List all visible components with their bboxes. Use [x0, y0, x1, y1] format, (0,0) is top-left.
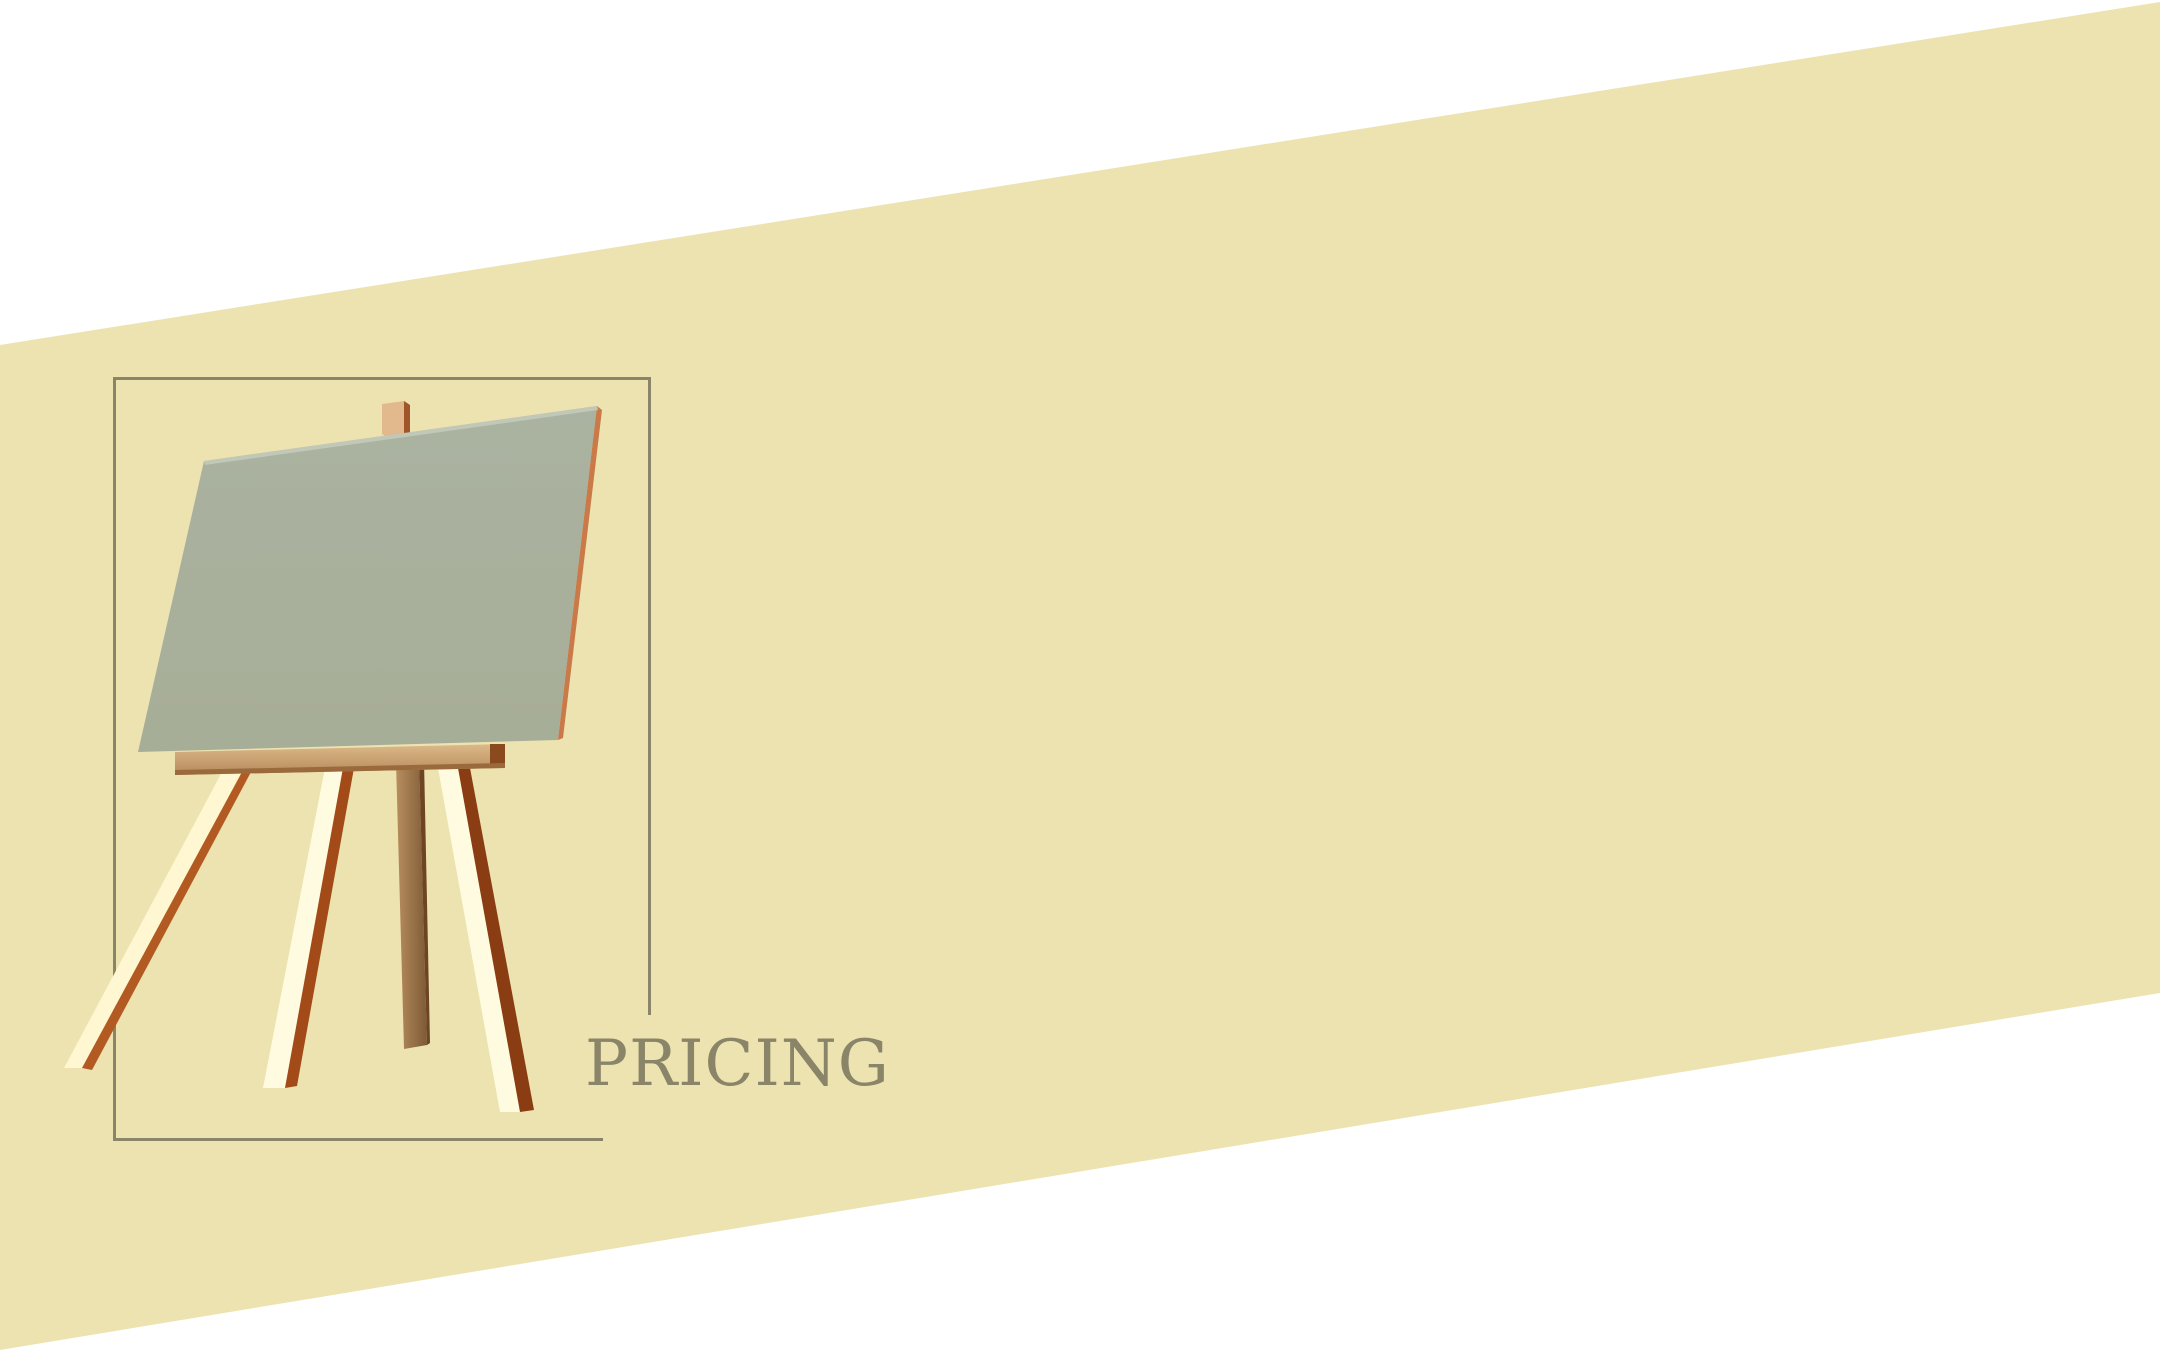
page-title: PRICING	[585, 1027, 890, 1101]
frame-top-border	[113, 377, 651, 380]
frame-bottom-border	[113, 1138, 603, 1141]
frame-right-border	[648, 377, 651, 1015]
frame-left-border	[113, 377, 116, 1141]
